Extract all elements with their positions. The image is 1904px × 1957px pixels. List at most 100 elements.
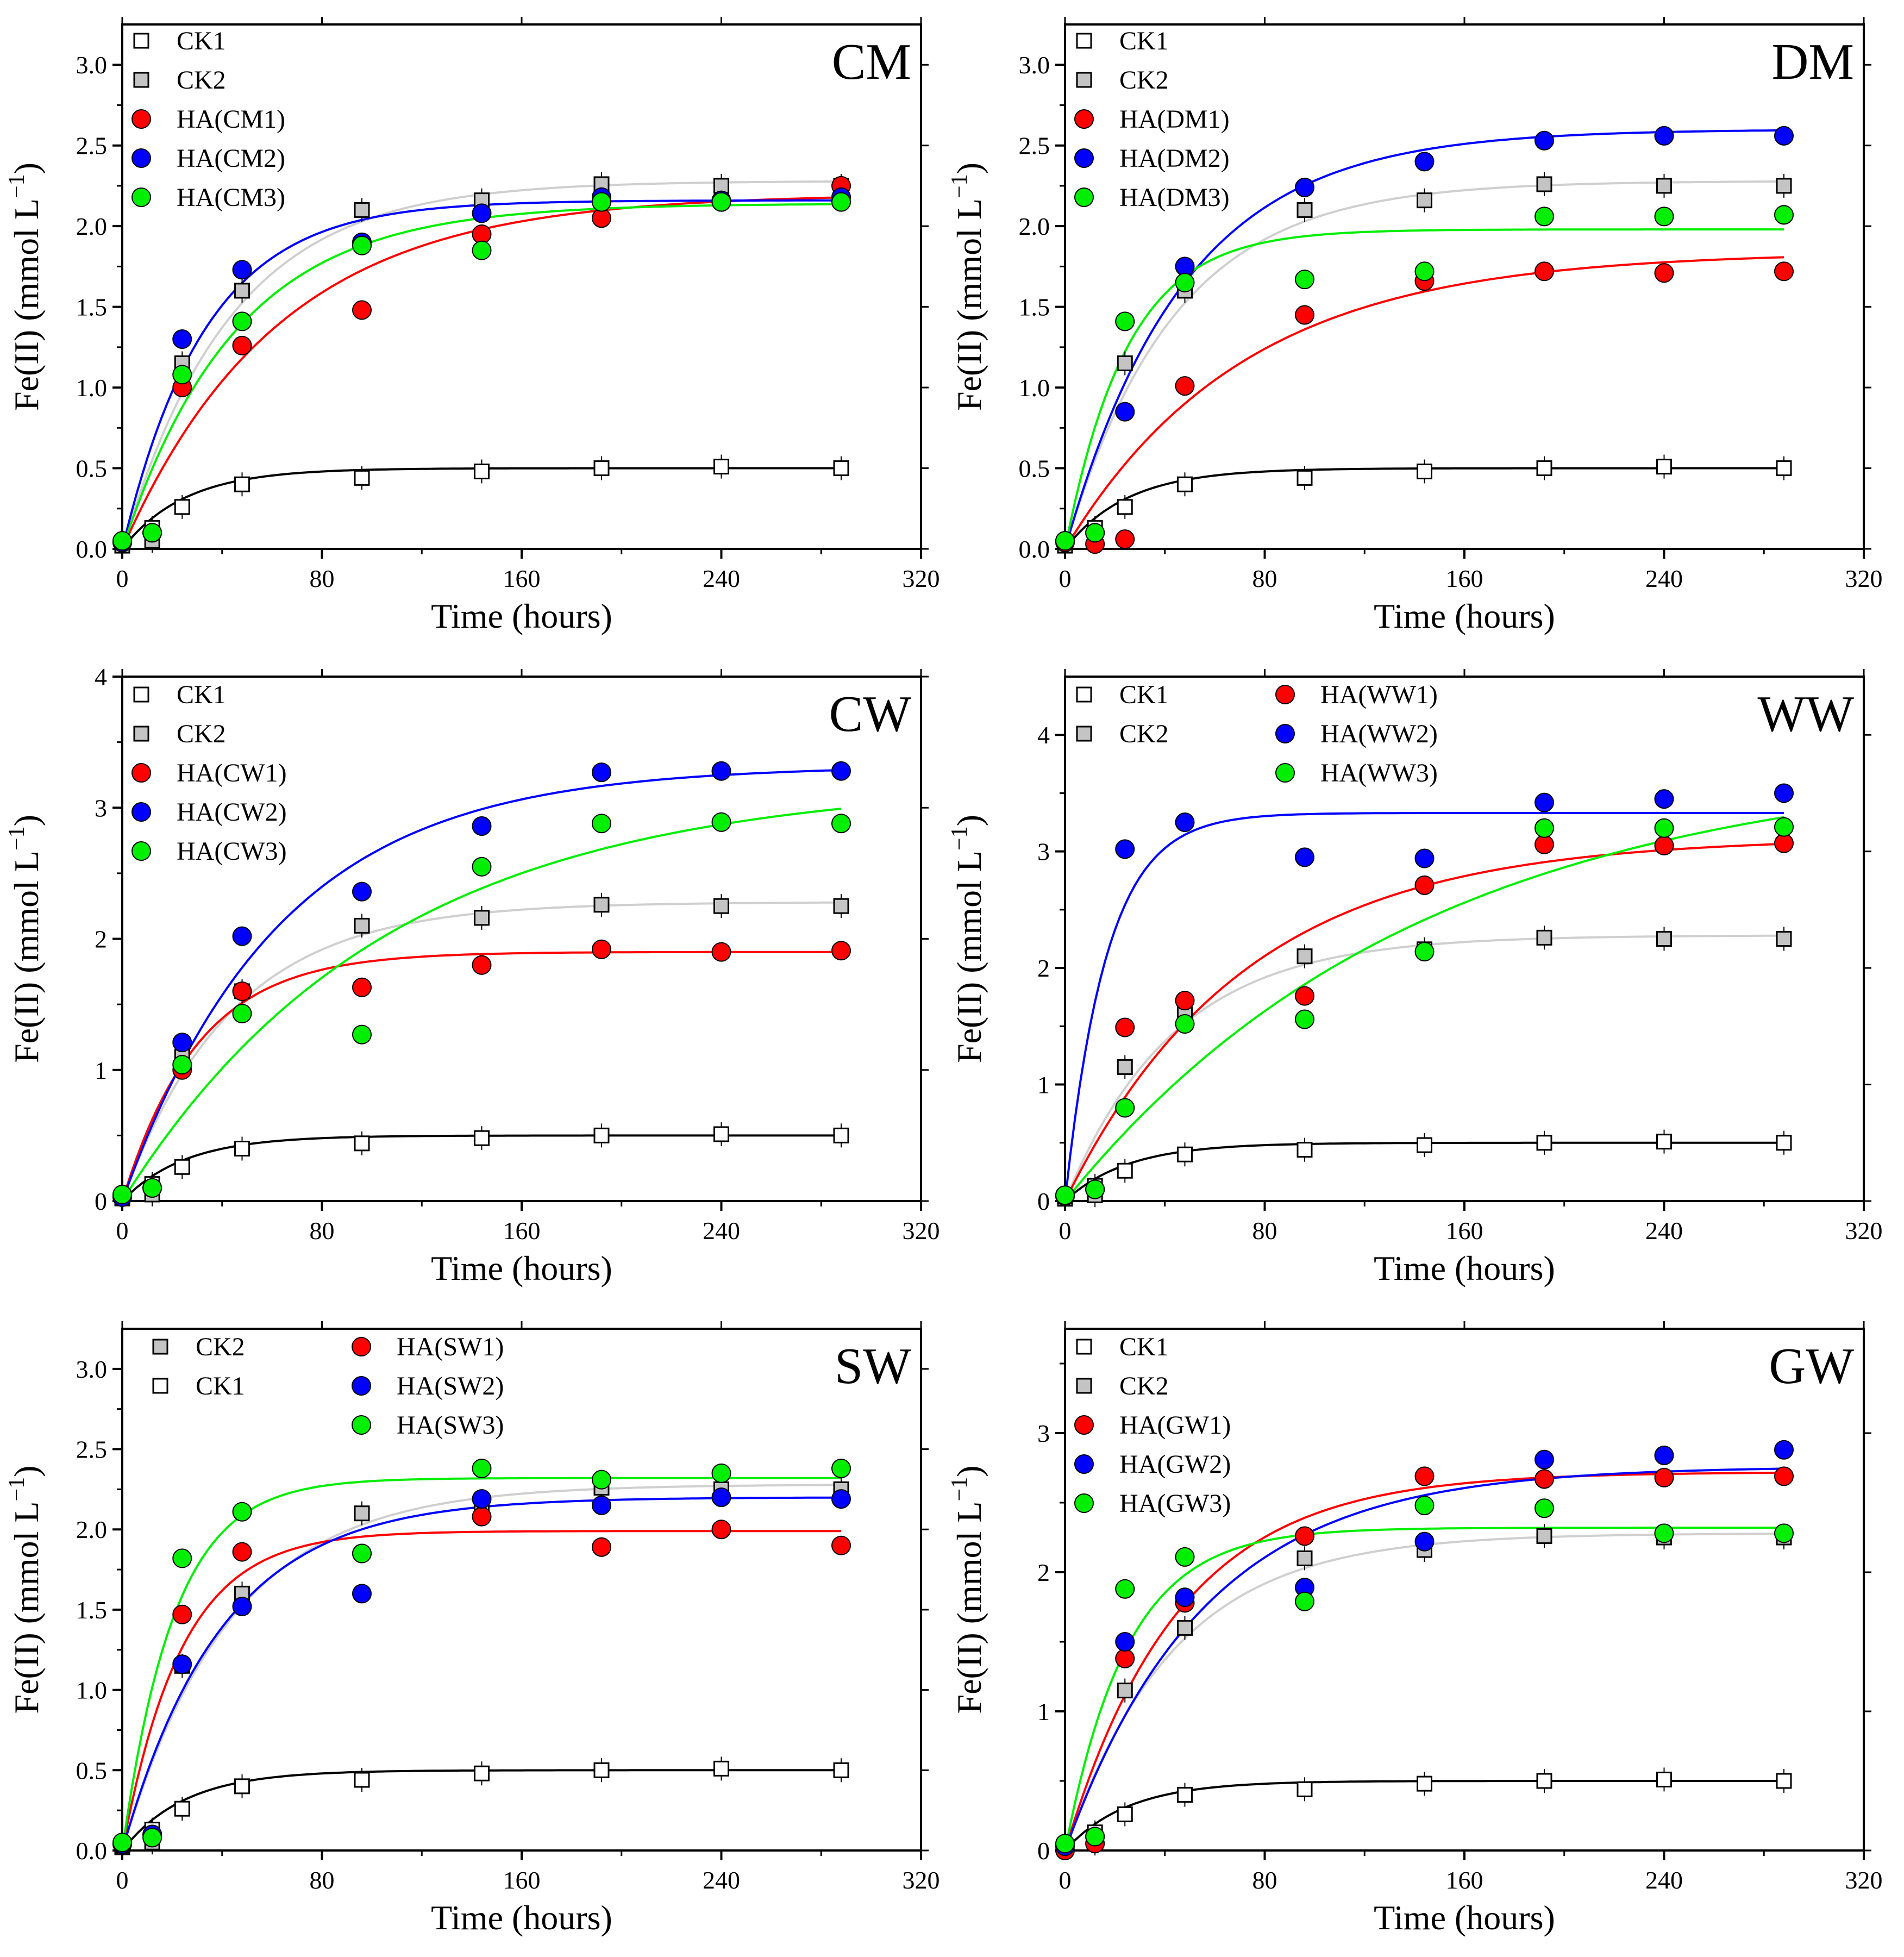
point-ha-cw2 (831, 761, 851, 781)
x-tick-label: 160 (503, 1866, 541, 1894)
y-tick-label: 0.5 (76, 1756, 108, 1784)
point-ck1 (354, 470, 370, 486)
legend-label-ck2: CK2 (1119, 720, 1169, 748)
point-ck1 (474, 463, 490, 479)
point-ck1 (1536, 460, 1552, 477)
point-ha-sw3 (831, 1458, 851, 1478)
point-ha-sw3 (232, 1502, 252, 1522)
point-ck2 (1656, 931, 1672, 947)
point-ck1 (1776, 1773, 1792, 1789)
panel-cw: 0 80 160 240 320 0 1 2 3 4 Time (hours) Fe(II) (mmo… (4, 663, 940, 1287)
legend-label-ha-cm3: HA(CM3) (177, 183, 285, 212)
point-ha-dm1 (1774, 261, 1794, 282)
legend-label-ck2: CK2 (177, 66, 226, 95)
point-ck1 (174, 1800, 190, 1817)
x-tick-label: 160 (1446, 1217, 1483, 1245)
panel-cm: 0 80 160 240 320 0.0 0.5 1.0 1.5 2.0 2.5 3.0 Time (h… (4, 17, 940, 635)
point-ck1 (1297, 1142, 1313, 1158)
point-ha-cw2 (472, 816, 492, 836)
x-tick-label: 320 (903, 565, 940, 592)
x-tick-label: 0 (116, 1217, 129, 1245)
point-ha-gw1 (1414, 1466, 1435, 1486)
x-axis-label: Time (hours) (431, 597, 612, 635)
legend-label-ck2: CK2 (177, 720, 226, 748)
legend-label-ha-cw2: HA(CW2) (177, 798, 287, 827)
point-ha-sw2 (592, 1495, 611, 1515)
point-ck1 (474, 1765, 490, 1781)
x-tick-label: 160 (1446, 1866, 1483, 1894)
point-ck1 (713, 459, 729, 475)
point-ha-cm3 (232, 311, 252, 332)
point-ha-ww2 (1175, 812, 1195, 833)
point-ha-cw3 (472, 856, 492, 877)
point-ck1 (174, 499, 190, 515)
point-ha-dm1 (1295, 305, 1314, 325)
y-tick-label: 2.0 (1019, 212, 1050, 240)
y-tick-label: 3.0 (1019, 51, 1050, 79)
point-ha-cw2 (711, 761, 731, 781)
legend-label-ha-ww2: HA(WW2) (1320, 720, 1438, 748)
x-tick-label: 320 (1845, 1217, 1883, 1245)
panel-gw: 0 80 160 240 320 0 1 2 3 Time (hours) Fe(II) (mmol… (947, 1321, 1883, 1937)
legend-marker-ha-sw3 (352, 1415, 371, 1435)
y-tick-label: 2.5 (76, 1436, 108, 1464)
legend-marker-ha-cw2 (131, 802, 151, 822)
x-axis-label: Time (hours) (1374, 1898, 1555, 1937)
point-ck2 (354, 202, 370, 218)
x-axis-label: Time (hours) (431, 1898, 612, 1937)
y-tick-label: 0 (95, 1187, 107, 1215)
point-ha-cm3 (831, 192, 851, 212)
point-ck2 (354, 917, 370, 934)
point-ck1 (1117, 1806, 1133, 1822)
legend-marker-ha-dm1 (1074, 109, 1094, 129)
point-ha-ww2 (1535, 792, 1554, 812)
legend-marker-ha-ww3 (1275, 763, 1295, 783)
point-ck2 (1536, 929, 1552, 946)
point-ck1 (1297, 1781, 1313, 1797)
point-ha-gw1 (1295, 1526, 1314, 1546)
point-ck1 (1117, 499, 1133, 515)
point-ha-cw1 (232, 981, 252, 1001)
point-ck1 (1776, 460, 1792, 477)
legend-label-ck1: CK1 (1119, 680, 1169, 709)
legend-label-ha-cm2: HA(CM2) (177, 144, 285, 173)
point-ck2 (1117, 355, 1133, 372)
x-tick-label: 0 (116, 1866, 129, 1894)
point-ha-dm3 (1774, 205, 1794, 225)
legend-label-ck1: CK1 (177, 680, 226, 709)
y-tick-label: 2.0 (76, 1516, 108, 1543)
legend-marker-ha-gw1 (1074, 1415, 1094, 1435)
point-ha-cw3 (352, 1024, 372, 1045)
point-ha-dm3 (1055, 531, 1075, 551)
point-ha-dm3 (1414, 261, 1435, 282)
y-tick-label: 4 (1037, 721, 1050, 749)
point-ha-dm2 (1535, 130, 1554, 151)
x-tick-label: 320 (1845, 1866, 1883, 1894)
panel-title: CW (829, 686, 912, 742)
point-ck2 (1297, 202, 1313, 218)
point-ha-ww1 (1175, 991, 1195, 1011)
y-tick-label: 3 (1037, 838, 1050, 866)
x-tick-label: 80 (1252, 1866, 1277, 1894)
panel-title: GW (1769, 1338, 1854, 1395)
point-ha-cw3 (142, 1178, 162, 1198)
point-ha-gw3 (1654, 1523, 1674, 1543)
panel-title: DM (1772, 34, 1854, 90)
x-axis-label: Time (hours) (431, 1249, 612, 1287)
y-tick-label: 1 (1037, 1698, 1050, 1725)
x-tick-label: 240 (703, 1866, 740, 1894)
y-tick-label: 3.0 (76, 51, 108, 79)
x-tick-label: 240 (703, 1217, 740, 1245)
point-ck2 (1297, 1550, 1313, 1566)
y-tick-label: 1 (1037, 1071, 1050, 1099)
y-tick-label: 0 (1037, 1187, 1050, 1215)
point-ha-sw1 (472, 1506, 492, 1527)
point-ha-cw3 (112, 1184, 132, 1204)
point-ck1 (1417, 463, 1432, 479)
y-tick-label: 2 (1037, 954, 1050, 982)
y-tick-label: 3 (95, 794, 107, 822)
point-ha-ww3 (1654, 818, 1674, 838)
point-ha-gw1 (1535, 1469, 1554, 1489)
point-ha-dm3 (1115, 311, 1135, 332)
point-ck1 (1117, 1162, 1133, 1179)
